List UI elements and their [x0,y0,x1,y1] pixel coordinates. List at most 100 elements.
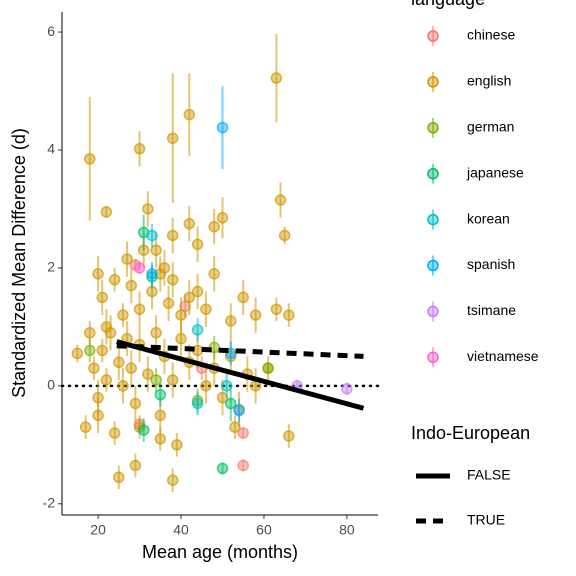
point [71,347,84,360]
legend-key-point [427,76,439,88]
point [108,427,121,439]
legend-label: chinese [467,27,515,43]
point [191,324,204,336]
legend-label: english [467,73,511,89]
point [191,285,204,298]
legend-label: tsimane [467,302,516,318]
point [150,244,162,256]
point [96,344,108,357]
legend-label: FALSE [467,467,511,483]
point [191,238,204,251]
point [117,380,129,392]
point [200,303,212,315]
point [166,273,179,286]
point [100,206,113,218]
point [96,291,108,304]
point [92,268,104,280]
point [166,229,179,242]
point [166,132,179,144]
point [216,462,229,475]
point [225,397,237,410]
point [150,327,162,339]
x-tick-label: 40 [173,522,189,538]
point [166,374,179,386]
y-tick-label: 0 [47,377,55,393]
y-axis-title: Standardized Mean Difference (d) [9,128,29,398]
x-axis-title: Mean age (months) [142,542,298,562]
point [133,143,146,155]
point [92,409,104,422]
legend-key-point [427,305,439,318]
point [84,344,96,357]
point [208,220,220,233]
point [229,421,241,433]
point [220,380,233,392]
point [125,362,138,374]
point [270,72,283,84]
y-tick-label: 2 [47,259,55,275]
point [262,362,274,374]
y-tick-label: 4 [47,141,55,157]
legend-label: japanese [466,164,524,180]
fit-line [116,343,364,359]
point [137,424,150,436]
y-tick-label: 6 [47,23,55,39]
legend-key-point [427,30,439,42]
point [270,303,283,315]
point [146,268,158,280]
point [150,374,162,386]
point [191,397,204,410]
point [237,291,249,304]
legend-key-point [427,213,439,226]
point [200,380,212,392]
point [88,362,100,374]
point [84,327,96,339]
point [100,321,113,333]
point [129,397,142,410]
point [225,315,237,327]
legend-label: korean [467,210,510,226]
point [142,203,154,215]
legend-label: TRUE [467,512,505,528]
point [249,309,262,321]
point [233,404,245,417]
point [183,217,196,230]
point [166,474,179,486]
point [183,108,196,121]
point [100,374,113,386]
point [171,439,183,451]
point [183,291,196,304]
point [133,262,146,274]
point [113,471,125,484]
point [79,421,92,433]
point [142,368,154,380]
point [84,153,96,165]
x-tick-label: 80 [339,522,355,538]
fit-line [116,339,365,411]
legend-key-point [427,351,439,364]
point [133,303,146,315]
point [117,309,129,321]
point [108,273,121,286]
legend-title: Indo-European [411,423,530,443]
point [162,297,175,310]
x-tick-label: 20 [90,522,106,538]
point [113,356,125,369]
point [175,309,187,321]
point [158,262,171,274]
point [129,459,142,472]
point [121,253,133,265]
legend-key-point [427,259,439,272]
point [278,229,291,242]
x-tick-label: 60 [256,522,272,538]
point [341,383,353,395]
point [274,194,287,206]
point [125,279,138,292]
point [154,409,167,422]
point [175,332,187,345]
point [283,309,295,321]
legend-label: spanish [467,256,515,272]
point [146,229,158,242]
point [216,121,229,134]
